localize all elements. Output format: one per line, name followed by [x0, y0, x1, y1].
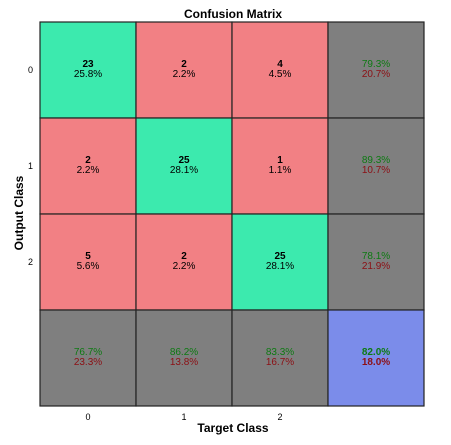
- cell-percent: 5.6%: [77, 261, 100, 272]
- chart-title: Confusion Matrix: [184, 7, 282, 21]
- matrix-cell: [231, 117, 329, 215]
- x-tick-label: 1: [181, 412, 186, 422]
- cell-percent: 28.1%: [170, 165, 198, 176]
- column-summary-correct: 76.7%: [74, 347, 102, 358]
- x-axis-label: Target Class: [197, 421, 268, 435]
- cell-percent: 28.1%: [266, 261, 294, 272]
- column-summary-correct: 86.2%: [170, 347, 198, 358]
- cell-count: 23: [82, 59, 94, 70]
- x-tick-label: 0: [85, 412, 90, 422]
- cell-count: 5: [85, 251, 91, 262]
- y-tick-label: 2: [28, 257, 33, 267]
- cell-percent: 2.2%: [173, 261, 196, 272]
- cell-percent: 2.2%: [173, 69, 196, 80]
- column-summary-wrong: 23.3%: [74, 357, 102, 368]
- column-summary-correct: 83.3%: [266, 347, 294, 358]
- cell-count: 4: [277, 59, 283, 70]
- overall-wrong: 18.0%: [362, 357, 390, 368]
- overall-accuracy-cell: [327, 309, 425, 407]
- column-summary-cell: [39, 309, 137, 407]
- matrix-cell: [135, 21, 233, 119]
- cell-count: 1: [277, 155, 283, 166]
- column-summary-cell: [231, 309, 329, 407]
- column-summary-wrong: 13.8%: [170, 357, 198, 368]
- row-summary-correct: 89.3%: [362, 155, 390, 166]
- row-summary-correct: 79.3%: [362, 59, 390, 70]
- overall-correct: 82.0%: [362, 347, 390, 358]
- x-tick-label: 2: [277, 412, 282, 422]
- row-summary-cell: [327, 213, 425, 311]
- row-summary-wrong: 10.7%: [362, 165, 390, 176]
- cell-percent: 4.5%: [269, 69, 292, 80]
- y-axis-label: Output Class: [12, 175, 26, 250]
- cell-percent: 2.2%: [77, 165, 100, 176]
- cell-percent: 1.1%: [269, 165, 292, 176]
- y-tick-label: 0: [28, 65, 33, 75]
- cell-percent: 25.8%: [74, 69, 102, 80]
- column-summary-wrong: 16.7%: [266, 357, 294, 368]
- cell-count: 25: [178, 155, 190, 166]
- row-summary-wrong: 21.9%: [362, 261, 390, 272]
- matrix-cell: [135, 213, 233, 311]
- cell-count: 25: [274, 251, 286, 262]
- matrix-cell: [39, 21, 137, 119]
- cell-count: 2: [181, 59, 187, 70]
- row-summary-correct: 78.1%: [362, 251, 390, 262]
- matrix-cell: [39, 213, 137, 311]
- cell-count: 2: [181, 251, 187, 262]
- row-summary-cell: [327, 21, 425, 119]
- row-summary-wrong: 20.7%: [362, 69, 390, 80]
- y-tick-label: 1: [28, 161, 33, 171]
- row-summary-cell: [327, 117, 425, 215]
- cell-count: 2: [85, 155, 91, 166]
